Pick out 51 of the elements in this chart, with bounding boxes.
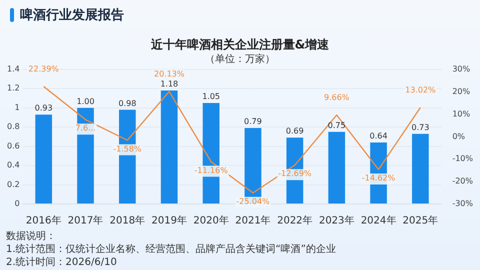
data-label: 9.66% — [324, 93, 350, 102]
x-tick-label: 2019年 — [152, 214, 187, 227]
y-tick-label: 0.6 — [6, 141, 20, 150]
data-label: 0.98 — [118, 98, 136, 108]
y2-tick-label: -10% — [452, 154, 474, 164]
text: 1.统计范围：仅统计企业名称、经营范围、品牌产品含关键词“啤酒”的企业 — [6, 243, 336, 256]
x-tick-label: 2018年 — [110, 214, 146, 227]
text: 数据说明： — [6, 230, 57, 243]
data-label: -1.58% — [113, 144, 142, 154]
y2-tick-label: -30% — [452, 199, 474, 208]
x-tick-label: 2024年 — [360, 214, 396, 227]
y2-tick-label: 0% — [452, 132, 466, 141]
data-label: 1.18 — [160, 80, 178, 89]
data-label: 20.13% — [154, 70, 185, 79]
x-tick-label: 2020年 — [193, 214, 229, 227]
data-label: 1.00 — [76, 96, 94, 106]
data-label: 7.6... — [75, 124, 96, 133]
data-label: -14.62% — [362, 174, 396, 183]
x-tick-label: 2016年 — [26, 214, 62, 227]
y-tick-label: 0 — [14, 199, 20, 208]
data-label: 22.39% — [28, 64, 60, 74]
x-tick-label: 2017年 — [68, 214, 104, 227]
x-tick-label: 2025年 — [402, 214, 438, 227]
y-tick-label: 0.4 — [6, 160, 20, 170]
text: 2.统计时间：2026/6/10 — [6, 256, 118, 269]
x-tick-label: 2022年 — [277, 214, 313, 227]
y-tick-label: 0.2 — [6, 180, 20, 189]
y-tick-label: 1.2 — [6, 84, 20, 93]
chart-title: 啤酒行业发展报告 — [20, 6, 124, 24]
y-tick-label: 0.8 — [6, 122, 20, 132]
data-label: 0.93 — [34, 104, 53, 113]
data-label: 0.69 — [286, 126, 304, 136]
x-tick-label: 2023年 — [318, 214, 354, 227]
y-tick-label: 1.4 — [6, 64, 20, 74]
text: （单位：万家） — [205, 52, 275, 65]
data-label: 0.73 — [411, 122, 430, 132]
chart-subtitle: 近十年啤酒相关企业注册量&增速 — [150, 37, 330, 52]
y2-tick-label: 20% — [452, 86, 471, 96]
y2-tick-label: 10% — [452, 109, 471, 118]
data-label: 0.64 — [370, 132, 388, 141]
data-label: -12.69% — [278, 169, 312, 178]
data-label: -11.16% — [194, 166, 228, 175]
data-label: 0.79 — [244, 117, 262, 126]
data-label: 1.05 — [202, 92, 220, 102]
y2-tick-label: -20% — [452, 176, 474, 186]
y2-tick-label: 30% — [452, 64, 471, 74]
data-label: -25.04% — [236, 196, 270, 206]
x-tick-label: 2021年 — [235, 214, 271, 227]
y-tick-label: 1 — [14, 102, 20, 112]
data-label: 0.75 — [328, 120, 346, 130]
data-label: 13.02% — [405, 86, 436, 95]
